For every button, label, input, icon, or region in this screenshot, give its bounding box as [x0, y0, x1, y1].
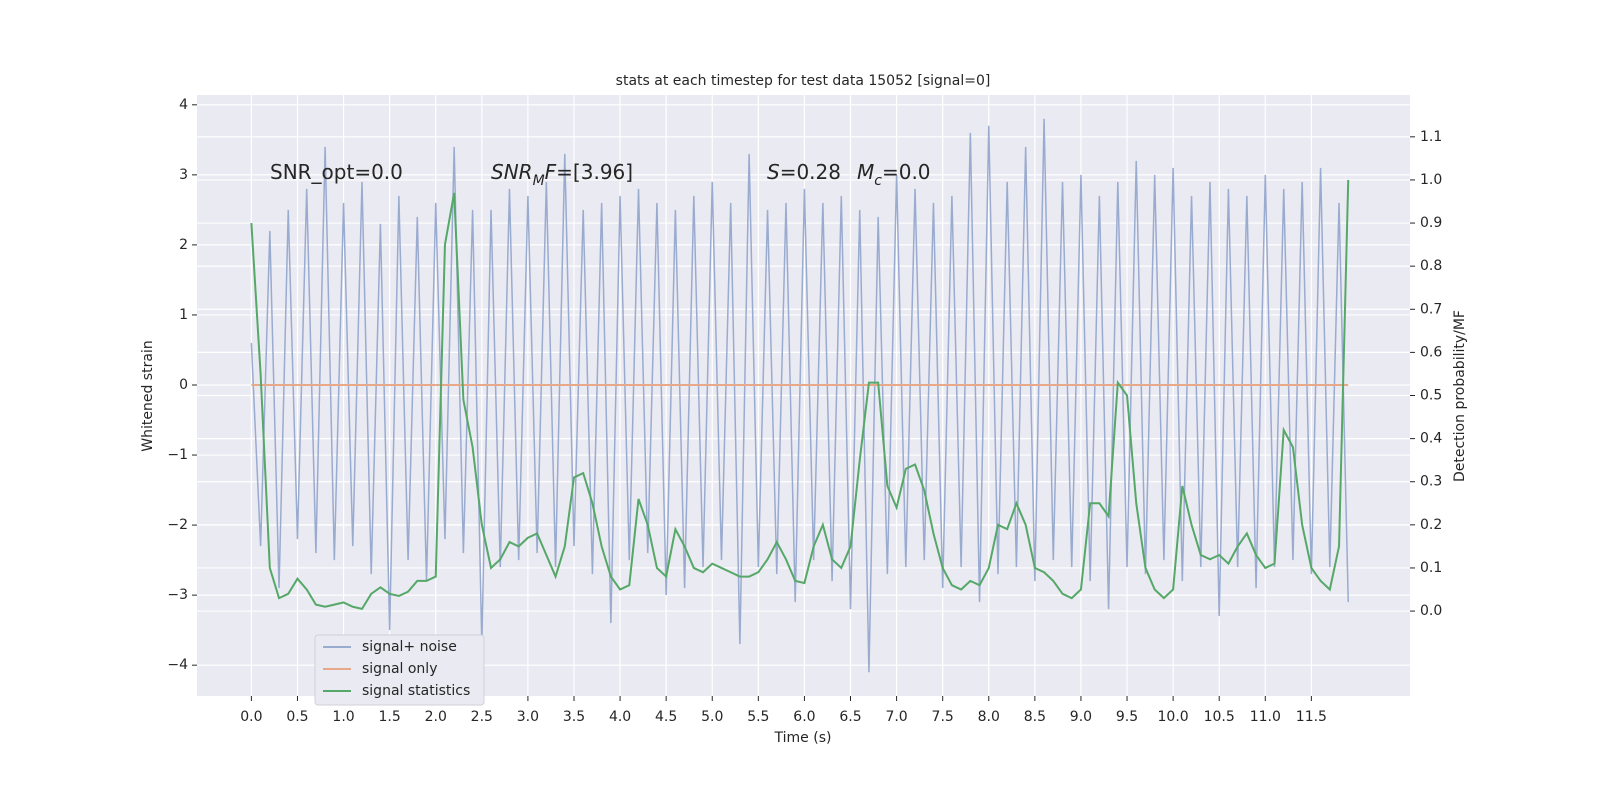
- y2-tick-label: 1.0: [1420, 172, 1442, 188]
- chart-title: stats at each timestep for test data 150…: [616, 73, 991, 89]
- x-tick-label: 4.5: [655, 709, 677, 725]
- annotation-part: F: [545, 160, 557, 184]
- x-tick-label: 8.5: [1024, 709, 1046, 725]
- marks: [250, 118, 1350, 673]
- x-tick-label: 1.0: [332, 709, 354, 725]
- x-tick-label: 11.5: [1296, 709, 1327, 725]
- y2-tick-label: 0.9: [1420, 215, 1442, 231]
- y2-tick-label: 0.3: [1420, 474, 1442, 490]
- y2-axis-label: Detection probability/MF: [1452, 310, 1468, 482]
- y-tick-label: 3: [179, 167, 188, 183]
- y-axis-label: Whitened strain: [140, 340, 156, 451]
- annotation-part: =0.28: [780, 160, 841, 184]
- legend-label: signal statistics: [362, 683, 470, 699]
- x-axis-label: Time (s): [774, 730, 832, 746]
- annotation-part: c: [874, 173, 882, 189]
- y2-tick-label: 1.1: [1420, 129, 1442, 145]
- annotation-part: SNR: [491, 160, 533, 184]
- x-tick-label: 2.0: [425, 709, 447, 725]
- annotation-part: M: [857, 160, 874, 184]
- y2-tick-label: 0.4: [1420, 431, 1442, 447]
- y-tick-label: −2: [167, 517, 188, 533]
- y-tick-label: −1: [167, 447, 188, 463]
- x-tick-label: 4.0: [609, 709, 631, 725]
- x-tick-label: 2.5: [471, 709, 493, 725]
- x-tick-label: 1.5: [379, 709, 401, 725]
- y-tick-label: −3: [167, 587, 188, 603]
- y2-tick-label: 0.2: [1420, 517, 1442, 533]
- annotation-part: M: [533, 173, 545, 189]
- x-tick-label: 11.0: [1250, 709, 1281, 725]
- x-tick-label: 7.5: [932, 709, 954, 725]
- legend-label: signal+ noise: [362, 639, 457, 655]
- y2-tick-label: 0.8: [1420, 258, 1442, 274]
- x-tick-label: 0.5: [286, 709, 308, 725]
- x-tick-label: 10.0: [1158, 709, 1189, 725]
- x-tick-label: 6.5: [839, 709, 861, 725]
- x-tick-label: 9.0: [1070, 709, 1092, 725]
- annotation-part: =[3.96]: [556, 160, 633, 184]
- annotation-part: SNR_opt=0.0: [270, 160, 403, 184]
- annotation-part: S: [767, 160, 780, 184]
- y2-tick-label: 0.1: [1420, 560, 1442, 576]
- y-tick-label: 1: [179, 307, 188, 323]
- x-tick-label: 9.5: [1116, 709, 1138, 725]
- x-tick-label: 8.0: [978, 709, 1000, 725]
- y2-tick-label: 0.5: [1420, 388, 1442, 404]
- series-line: [250, 179, 1350, 611]
- y-tick-label: 2: [179, 237, 188, 253]
- y-tick-label: −4: [167, 657, 188, 673]
- x-tick-label: 6.0: [793, 709, 815, 725]
- x-tick-label: 5.0: [701, 709, 723, 725]
- x-tick-label: 3.5: [563, 709, 585, 725]
- x-tick-label: 5.5: [747, 709, 769, 725]
- annotation: SNR_opt=0.0: [270, 160, 403, 184]
- annotation: SNRMF=[3.96]: [491, 160, 633, 190]
- legend-box: [314, 634, 485, 706]
- y2-tick-label: 0.7: [1420, 301, 1442, 317]
- y-tick-label: 0: [179, 377, 188, 393]
- legend-label: signal only: [362, 661, 437, 677]
- annotation: S=0.28 Mc=0.0: [767, 160, 931, 190]
- x-tick-label: 0.0: [240, 709, 262, 725]
- x-tick-label: 7.0: [885, 709, 907, 725]
- x-tick-label: 3.0: [517, 709, 539, 725]
- annotation-part: =0.0: [882, 160, 931, 184]
- y2-tick-label: 0.6: [1420, 344, 1442, 360]
- series-line: [250, 118, 1349, 673]
- y-tick-label: 4: [179, 97, 188, 113]
- x-tick-label: 10.5: [1204, 709, 1235, 725]
- legend: signal+ noise signal only signal statistic…: [314, 634, 485, 706]
- y2-tick-label: 0.0: [1420, 603, 1442, 619]
